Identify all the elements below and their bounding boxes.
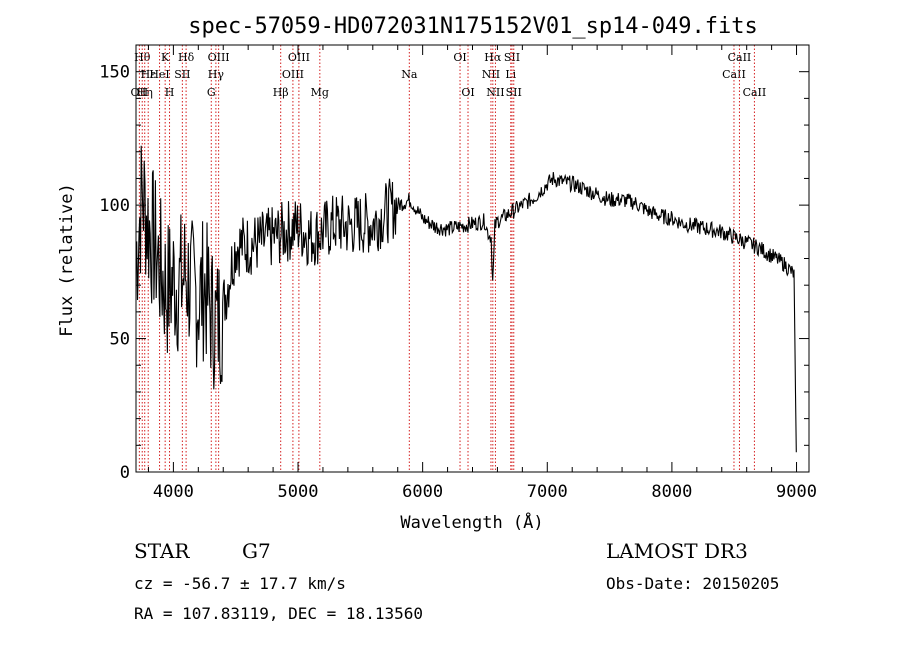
x-tick-label: 6000 xyxy=(402,482,443,502)
object-subclass: G7 xyxy=(242,539,271,563)
spectral-line-label: Hθ xyxy=(134,51,151,64)
spectral-line-label: Hγ xyxy=(208,68,225,81)
spectral-line-label: OIII xyxy=(288,51,310,64)
spectral-line-label: OI xyxy=(453,51,466,64)
spectral-line-label: Mg xyxy=(311,86,329,99)
spectral-line-label: SII xyxy=(504,51,520,64)
y-axis-label: Flux (relative) xyxy=(57,183,77,337)
observation-date: Obs-Date: 20150205 xyxy=(606,574,780,593)
spectral-line-label: Na xyxy=(401,68,418,81)
spectral-line-label: CaII xyxy=(722,68,746,81)
spectral-line-label: HeI xyxy=(149,68,169,81)
x-tick-label: 4000 xyxy=(153,482,194,502)
spectral-line-label: NII xyxy=(486,86,504,99)
x-tick-label: 9000 xyxy=(776,482,817,502)
spectral-line-label: Hη xyxy=(137,86,153,99)
spectral-line-label: K xyxy=(161,51,170,64)
spectral-line-label: OIII xyxy=(282,68,304,81)
y-tick-label: 0 xyxy=(120,463,130,483)
coordinates: RA = 107.83119, DEC = 18.13560 xyxy=(134,604,423,623)
axis-ticks: 4000 5000 6000 7000 8000 9000 0 50 100 150 xyxy=(99,44,817,502)
spectral-line-label: H xyxy=(165,86,175,99)
spectral-line-label: G xyxy=(207,86,216,99)
spectral-line-label: Hβ xyxy=(273,86,289,99)
spectral-line-label: OIII xyxy=(208,51,230,64)
spectral-line-label: Li xyxy=(505,68,516,81)
spectral-line-label: Hδ xyxy=(178,51,195,64)
chart-title: spec-57059-HD072031N175152V01_sp14-049.f… xyxy=(188,14,758,39)
spectral-line-label: OII xyxy=(131,86,149,99)
x-axis-label: Wavelength (Å) xyxy=(400,511,543,533)
spectral-line-label: CaII xyxy=(728,51,752,64)
spectrum-series xyxy=(135,145,797,453)
spectrum-line xyxy=(135,145,797,453)
spectral-line-label: SII xyxy=(506,86,522,99)
spectral-lines: OIIHθHηHεHeIKHSIIHδGHγOIIIHβOIIIOIIIMgNa… xyxy=(131,45,767,472)
y-tick-label: 50 xyxy=(110,330,130,350)
spectral-line-label: CaII xyxy=(743,86,767,99)
spectral-line-label: NII xyxy=(482,68,500,81)
survey-name: LAMOST DR3 xyxy=(606,539,748,563)
spectral-line-label: Hα xyxy=(484,51,502,64)
x-tick-label: 8000 xyxy=(651,482,692,502)
object-type: STAR xyxy=(134,539,190,563)
x-tick-label: 7000 xyxy=(527,482,568,502)
y-tick-label: 150 xyxy=(99,63,130,83)
spectral-line-label: OI xyxy=(461,86,474,99)
redshift-velocity: cz = -56.7 ± 17.7 km/s xyxy=(134,574,346,593)
y-tick-label: 100 xyxy=(99,196,130,216)
spectral-line-label: SII xyxy=(174,68,190,81)
x-tick-label: 5000 xyxy=(278,482,319,502)
